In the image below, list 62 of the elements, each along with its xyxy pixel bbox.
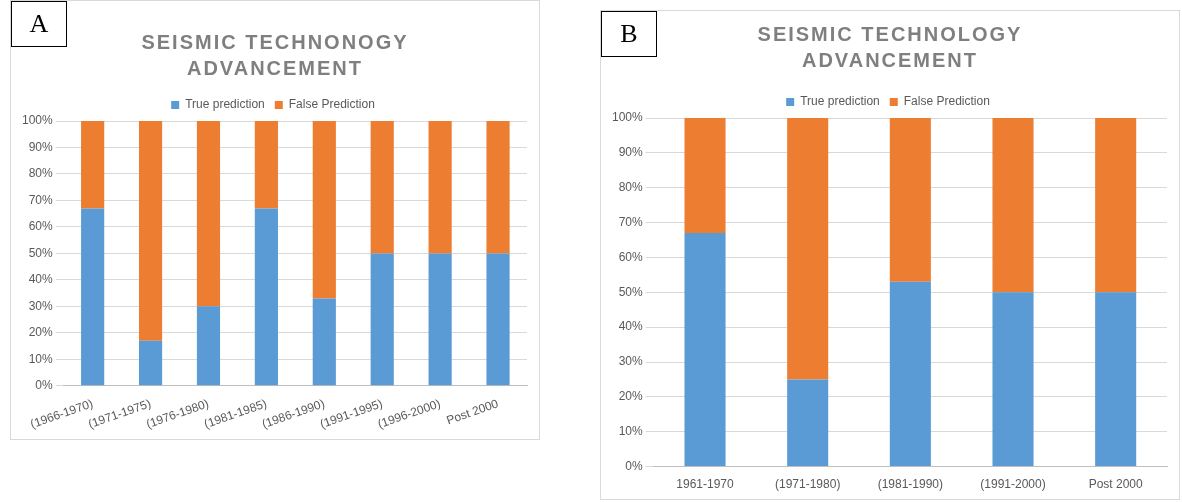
y-tick-label: 20%	[618, 389, 644, 404]
bar	[889, 118, 931, 282]
x-tick-label: Post 2000	[444, 396, 501, 428]
legend-label: True prediction	[800, 94, 880, 109]
y-tick-label: 70%	[618, 214, 644, 229]
bar	[1095, 118, 1137, 293]
bar	[428, 253, 452, 386]
bar	[196, 306, 221, 386]
x-tick-label: (1991-2000)	[980, 477, 1046, 492]
chart-title: SEISMIC TECHNOLOGY ADVANCEMENT	[756, 22, 1024, 73]
y-tick-label: 80%	[28, 166, 54, 181]
bar	[1095, 292, 1137, 467]
bar	[254, 208, 278, 386]
x-tick-label: (1981-1990)	[877, 477, 944, 492]
y-tick-label: 50%	[28, 245, 54, 260]
y-tick-label: 90%	[28, 139, 54, 154]
bar	[312, 121, 336, 299]
bar	[81, 208, 105, 386]
bar	[486, 121, 510, 254]
bar	[889, 281, 931, 467]
chart-title: SEISMIC TECHNONOGY ADVANCEMENT	[140, 30, 410, 81]
legend-label: False Prediction	[288, 97, 375, 112]
legend-label: False Prediction	[903, 94, 990, 109]
y-tick-label: 60%	[28, 219, 54, 234]
y-tick-label: 50%	[618, 284, 644, 299]
bar	[312, 298, 336, 386]
bar	[370, 121, 394, 254]
bar	[992, 292, 1034, 467]
text: B	[601, 11, 657, 57]
y-tick-label: 80%	[618, 180, 644, 195]
bar	[787, 379, 829, 467]
y-tick-label: 30%	[28, 298, 54, 313]
x-tick-label: (1971-1980)	[774, 477, 841, 492]
bar	[428, 121, 452, 254]
y-tick-label: 70%	[28, 192, 54, 207]
y-tick-label: 100%	[21, 113, 54, 128]
y-tick-label: 20%	[28, 325, 54, 340]
text: A	[11, 1, 67, 47]
y-tick-label: 90%	[618, 145, 644, 160]
bar	[992, 118, 1034, 293]
y-tick-label: 60%	[618, 249, 644, 264]
bar	[684, 233, 726, 467]
bar	[81, 121, 105, 209]
x-tick-label: 1961-1970	[676, 477, 735, 492]
bar	[254, 121, 278, 209]
bar	[370, 253, 394, 386]
bar	[787, 118, 829, 380]
bar	[486, 253, 510, 386]
legend-label: True prediction	[185, 97, 265, 112]
y-tick-label: 100%	[611, 110, 644, 125]
y-tick-label: 40%	[618, 319, 644, 334]
y-tick-label: 30%	[618, 354, 644, 369]
y-tick-label: 10%	[28, 351, 54, 366]
y-tick-label: 10%	[618, 424, 644, 439]
y-tick-label: 0%	[35, 378, 54, 393]
bar	[196, 121, 221, 307]
bar	[138, 340, 163, 386]
y-tick-label: 0%	[625, 458, 644, 473]
bar	[138, 121, 163, 341]
x-tick-label: Post 2000	[1088, 477, 1144, 492]
bar	[684, 118, 726, 234]
y-tick-label: 40%	[28, 272, 54, 287]
